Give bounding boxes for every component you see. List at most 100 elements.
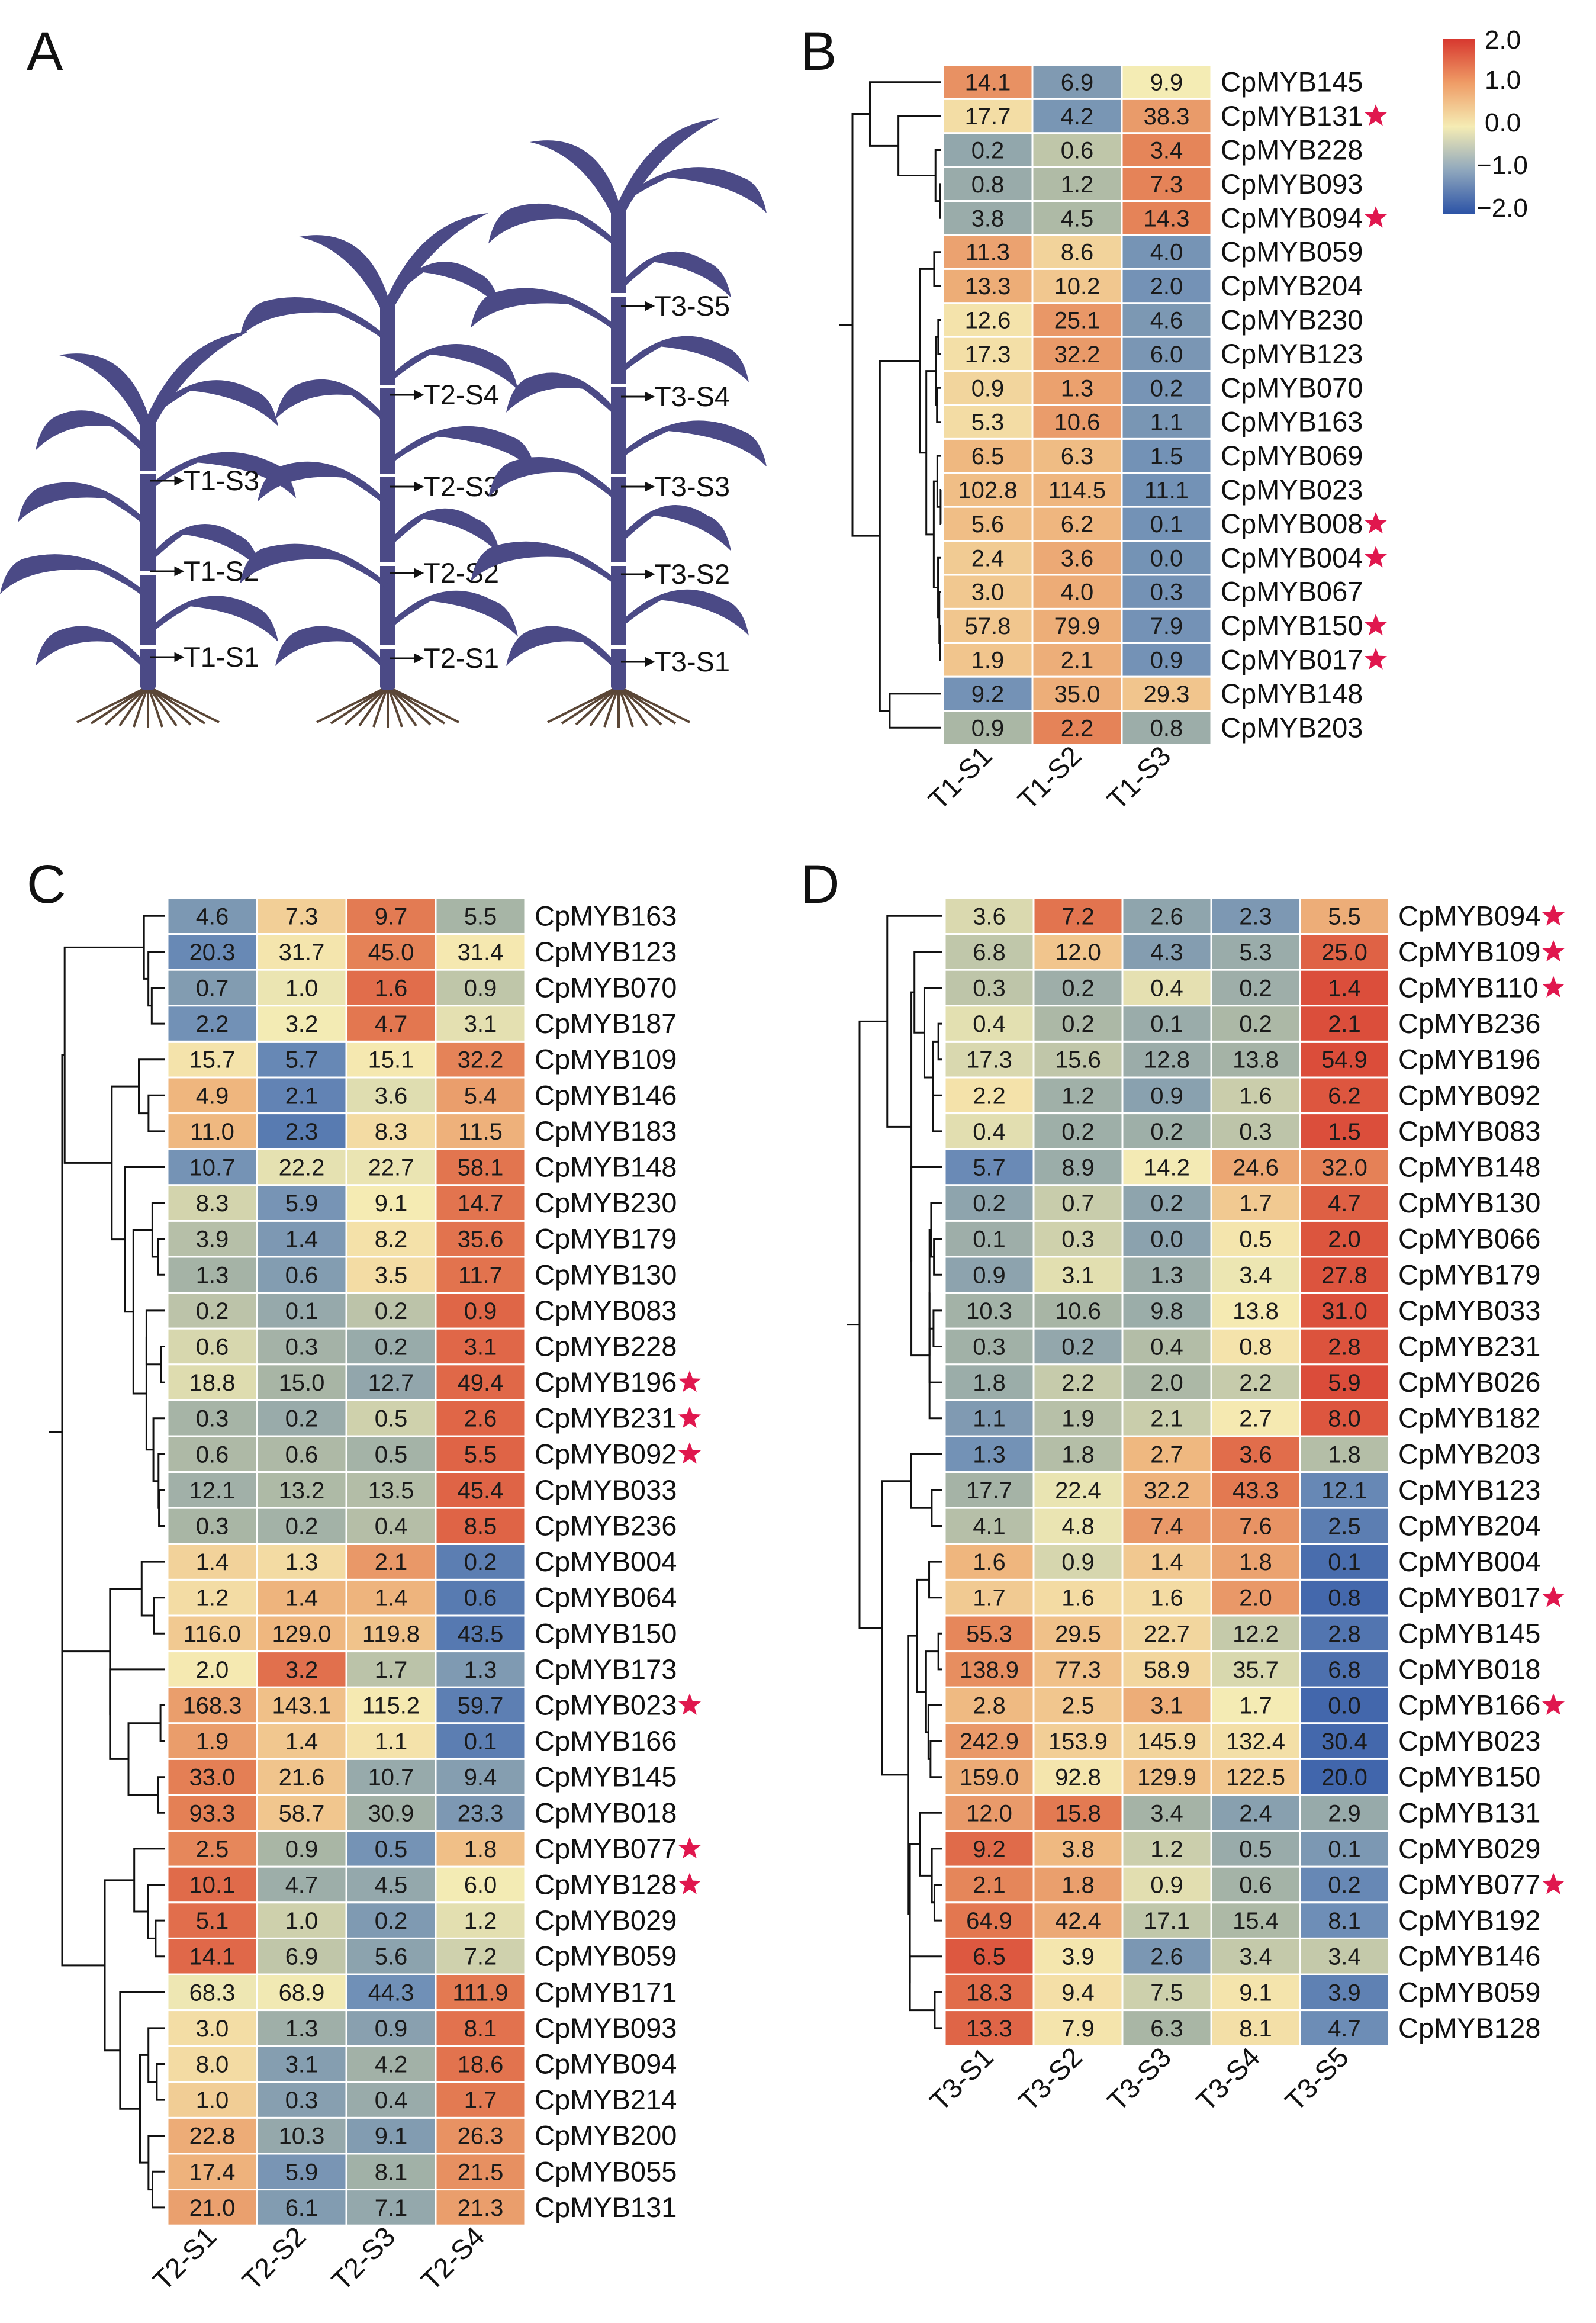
heatmap-cell [256,1650,347,1688]
cell-value-label: 1.2 [196,1585,229,1611]
cell-value-label: 2.5 [1061,1693,1095,1719]
heatmap-cell [345,1399,437,1437]
heatmap-cell [1032,1363,1124,1401]
gene-label: CpMYB163 [1221,406,1363,437]
cell-value-label: 0.2 [971,138,1005,164]
cell-value-label: 5.3 [971,410,1005,436]
heatmap-cell [345,2009,437,2047]
cell-value-label: 1.3 [285,2016,318,2042]
heatmap-cell [944,1650,1035,1688]
cell-value-label: 12.1 [189,1478,236,1504]
cell-value-label: 0.9 [973,1262,1006,1288]
dendrogram-branch [932,1094,942,1132]
cell-value-label: 6.8 [1328,1657,1361,1683]
heatmap-cell [1032,1578,1124,1617]
gene-label: CpMYB187 [535,1008,677,1039]
cell-value-label: 9.2 [971,681,1005,707]
cell-value-label: 7.9 [1061,2016,1095,2042]
heatmap-cell [1031,166,1123,202]
cell-value-label: 3.9 [1328,1980,1361,2006]
cell-value-label: 8.9 [1061,1155,1095,1181]
dendrogram-branch [934,149,941,202]
cell-value-label: 8.1 [375,2159,408,2185]
dendrogram-branch [104,1879,134,2052]
cell-value-label: 8.1 [1328,1908,1361,1934]
cell-value-label: 1.3 [285,1549,318,1575]
heatmap-cell [1121,675,1212,712]
heatmap-cell [1031,64,1123,100]
cell-value-label: 114.5 [1048,478,1106,504]
cell-value-label: 10.3 [279,2123,325,2150]
heatmap-cell [256,1148,347,1186]
cell-value-label: 9.4 [1061,1980,1095,2006]
stem-node [140,471,156,474]
heatmap-cell [166,1543,258,1581]
cell-value-label: 35.7 [1233,1657,1279,1683]
gene-label: CpMYB059 [535,1941,677,1972]
cell-value-label: 0.3 [285,1334,318,1360]
leaf [471,288,619,336]
cell-value-label: 24.6 [1233,1155,1279,1181]
cell-value-label: 0.5 [1239,1227,1272,1253]
cell-value-label: 22.2 [279,1155,325,1181]
heatmap-cell [1031,607,1123,644]
heatmap-cell [166,1578,258,1617]
cell-value-label: 0.2 [375,1334,408,1360]
cell-value-label: 1.3 [1150,1262,1183,1288]
dendrogram-branch [910,1166,942,1357]
dendrogram-branch [151,2170,165,2209]
heatmap-cell [1210,969,1301,1007]
heatmap-cell [942,404,1034,440]
heatmap-cell [1210,1220,1301,1258]
cell-value-label: 0.4 [1150,1334,1183,1360]
stage-label: T2-S4 [423,379,499,410]
gene-label: CpMYB023 [1398,1725,1540,1756]
cell-value-label: 0.6 [196,1334,229,1360]
red-star-icon [1365,104,1387,126]
dendrogram-branch [140,1561,165,1617]
heatmap-cell [256,1005,347,1043]
cell-value-label: 0.0 [1150,1227,1183,1253]
cell-value-label: 2.7 [1150,1442,1183,1468]
heatmap-cell [166,1292,258,1330]
cell-value-label: 3.6 [973,903,1006,929]
heatmap-cell [1299,1292,1390,1330]
cell-value-label: 0.3 [1061,1227,1095,1253]
stage-label: T2-S3 [423,471,499,502]
cell-value-label: 10.6 [1054,410,1101,436]
cell-value-label: 45.0 [368,940,414,966]
leaf [619,589,749,636]
cell-value-label: 22.7 [1144,1621,1190,1647]
cell-value-label: 3.2 [285,1657,318,1683]
cell-value-label: 1.0 [196,2087,229,2113]
cell-value-label: 12.1 [1321,1478,1367,1504]
stage-label: T2-S1 [423,642,499,674]
cell-value-label: 1.8 [1239,1549,1272,1575]
cell-value-label: 12.8 [1144,1047,1190,1073]
arrow-right-icon [174,652,185,662]
heatmap-cell [944,1686,1035,1724]
cell-value-label: 6.9 [285,1944,318,1970]
leaf [388,508,500,555]
gene-label: CpMYB214 [535,2084,677,2115]
heatmap-cell [1121,64,1212,100]
cell-value-label: 0.3 [973,1334,1006,1360]
cell-value-label: 4.8 [1061,1514,1095,1540]
dendrogram-branch [916,1578,929,1693]
cell-value-label: 1.5 [1150,443,1183,469]
heatmap-cell [435,2116,526,2155]
gene-label: CpMYB145 [1398,1617,1540,1649]
cell-value-label: 43.3 [1233,1478,1279,1504]
heatmap-cell [1031,574,1123,610]
heatmap-cell [435,2045,526,2083]
heatmap-cell [1121,969,1212,1007]
cell-value-label: 14.1 [189,1944,236,1970]
heatmap-cell [435,2009,526,2047]
cell-value-label: 1.3 [1061,375,1094,401]
dendrogram [847,915,942,2029]
heatmap-cell [256,2045,347,2083]
heatmap-cell [1121,540,1212,576]
heatmap-cell [256,1256,347,1294]
cell-value-label: 0.6 [464,1585,497,1611]
